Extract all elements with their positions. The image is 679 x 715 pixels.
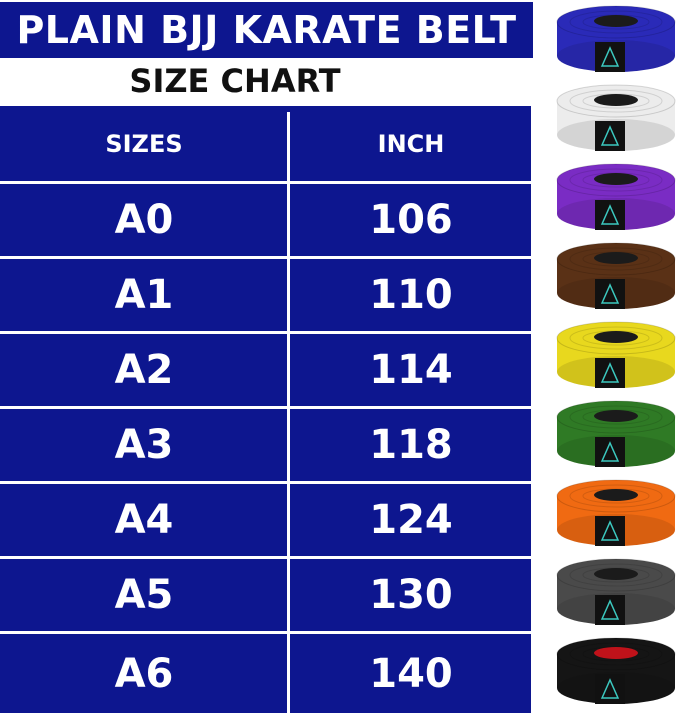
belt-color-list [555,4,679,715]
table-row: A2 114 [0,334,531,409]
inch-cell: 114 [369,347,453,393]
inch-cell: 110 [369,272,453,318]
brand-logo-icon [600,125,620,146]
column-divider [287,112,290,713]
belt-green [555,399,677,469]
table-row: A3 118 [0,409,531,484]
table-row: A5 130 [0,559,531,634]
belt-gray [555,557,677,627]
table-row: A0 106 [0,184,531,259]
size-cell: A4 [114,497,174,543]
size-chart-table: SIZES INCH A0 106 A1 110 A2 114 A3 118 A4 124 A5 13… [0,106,531,713]
brand-logo-icon [600,283,620,304]
table-row: A4 124 [0,484,531,559]
belt-brown [555,241,677,311]
brand-logo-icon [600,204,620,225]
size-cell: A5 [114,572,174,618]
belt-yellow [555,320,677,390]
size-cell: A1 [114,272,174,318]
table-row: A1 110 [0,259,531,334]
page-subtitle: SIZE CHART [129,62,341,100]
inch-cell: 140 [369,650,453,697]
belt-black [555,636,677,706]
size-cell: A0 [114,197,174,243]
header-sizes: SIZES [105,129,183,158]
inch-cell: 118 [369,422,453,468]
brand-logo-icon [600,599,620,620]
belt-white [555,83,677,153]
header-inch: INCH [377,129,445,158]
brand-logo-icon [600,520,620,541]
inch-cell: 124 [369,497,453,543]
belt-blue [555,4,677,74]
inch-cell: 130 [369,572,453,618]
brand-logo-icon [600,362,620,383]
brand-logo-icon [600,441,620,462]
inch-cell: 106 [369,197,453,243]
belt-orange [555,478,677,548]
brand-logo-icon [600,46,620,67]
brand-logo-icon [600,678,620,699]
size-cell: A2 [114,347,174,393]
size-cell: A6 [114,650,174,697]
size-cell: A3 [114,422,174,468]
page-title: PLAIN BJJ KARATE BELT [0,2,533,58]
belt-purple [555,162,677,232]
table-header-row: SIZES INCH [0,106,531,184]
table-row: A6 140 [0,634,531,713]
